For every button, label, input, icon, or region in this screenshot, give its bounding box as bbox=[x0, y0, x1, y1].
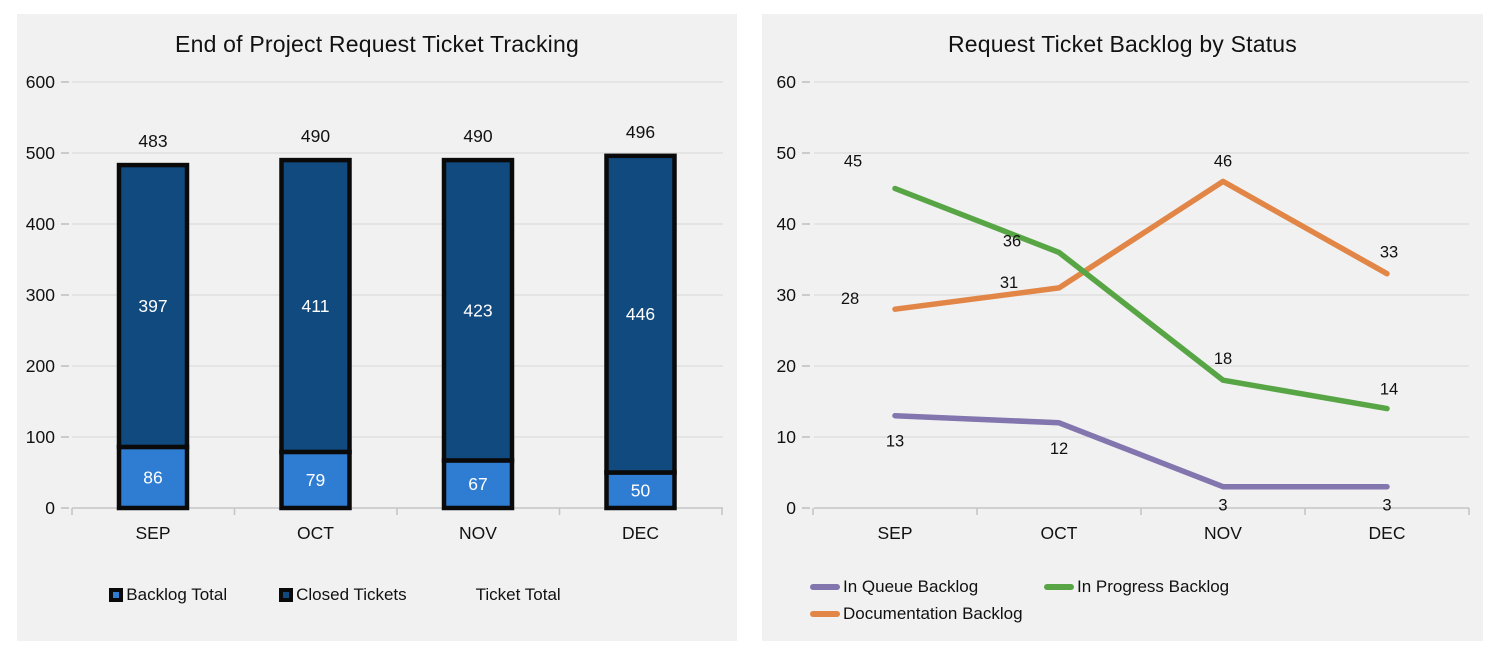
total-label: 496 bbox=[626, 122, 655, 142]
bar-segment-closed-tickets bbox=[279, 157, 352, 455]
bar-chart-legend: Backlog Total Closed Tickets Ticket Total bbox=[0, 585, 695, 605]
data-point-label: 28 bbox=[841, 290, 859, 308]
y-axis-label: 600 bbox=[26, 72, 55, 92]
x-axis-label: DEC bbox=[622, 523, 659, 543]
y-axis-label: 50 bbox=[777, 143, 797, 163]
x-axis-label: OCT bbox=[297, 523, 334, 543]
bar-chart-svg: 0 100 200 300 400 500 600 86 397 483 79 411 490 67 423… bbox=[26, 72, 723, 543]
line-chart-panel[interactable]: Request Ticket Backlog by Status 0 10 20 30… bbox=[762, 14, 1483, 641]
legend-label: In Progress Backlog bbox=[1077, 577, 1230, 596]
data-point-label: 12 bbox=[1050, 440, 1068, 458]
bar-segment-backlog-total bbox=[604, 470, 677, 511]
legend-label: Documentation Backlog bbox=[843, 604, 1023, 623]
y-axis-label: 0 bbox=[786, 498, 796, 518]
bar-segment-backlog-total bbox=[441, 458, 515, 511]
y-axis-label: 300 bbox=[26, 285, 55, 305]
bar-value-label: 397 bbox=[138, 296, 167, 316]
data-point-label: 18 bbox=[1214, 350, 1232, 368]
legend-item-closed-tickets: Closed Tickets bbox=[279, 585, 407, 605]
legend-square-icon bbox=[109, 588, 124, 602]
total-label: 490 bbox=[463, 126, 492, 146]
x-axis-label: SEP bbox=[877, 523, 912, 543]
chart-title: Request Ticket Backlog by Status bbox=[947, 31, 1298, 57]
bar-segment-backlog-total bbox=[279, 449, 352, 511]
y-axis-label: 30 bbox=[777, 285, 797, 305]
legend-square-icon bbox=[279, 588, 294, 602]
x-axis-label: DEC bbox=[1369, 523, 1406, 543]
y-axis-label: 400 bbox=[26, 214, 55, 234]
data-point-label: 33 bbox=[1380, 244, 1398, 262]
bar-segment-closed-tickets bbox=[116, 162, 190, 450]
y-axis-label: 60 bbox=[777, 72, 797, 92]
x-axis-label: OCT bbox=[1041, 523, 1078, 543]
bar-segment-closed-tickets bbox=[604, 153, 677, 475]
bar-chart-panel[interactable]: End of Project Request Ticket Tracking 0… bbox=[17, 14, 737, 641]
legend-item-backlog-total: Backlog Total bbox=[109, 585, 227, 605]
bar-value-label: 67 bbox=[468, 474, 487, 494]
line-in-progress-backlog bbox=[892, 185, 1390, 412]
legend-line-icon bbox=[1044, 584, 1074, 590]
bar-value-label: 446 bbox=[626, 304, 655, 324]
legend-line-icon bbox=[810, 584, 840, 590]
line-chart-legend: In Queue Backlog In Progress Backlog Docum… bbox=[810, 577, 1229, 624]
data-point-label: 13 bbox=[886, 433, 904, 451]
y-axis-label: 100 bbox=[26, 427, 55, 447]
bar-value-label: 411 bbox=[302, 296, 330, 316]
line-in-queue-backlog bbox=[892, 412, 1390, 490]
data-point-label: 36 bbox=[1003, 232, 1021, 250]
legend-item-in-progress-backlog: In Progress Backlog bbox=[1044, 577, 1229, 597]
total-label: 490 bbox=[301, 126, 330, 146]
total-label: 483 bbox=[138, 131, 167, 151]
y-axis-label: 40 bbox=[777, 214, 797, 234]
y-axis-label: 500 bbox=[26, 143, 55, 163]
bar-value-label: 50 bbox=[631, 480, 651, 500]
x-axis-label: NOV bbox=[1204, 523, 1242, 543]
legend-label: In Queue Backlog bbox=[843, 577, 979, 596]
y-axis-label: 0 bbox=[45, 498, 55, 518]
legend-marker-none bbox=[459, 588, 473, 602]
legend-item-ticket-total: Ticket Total bbox=[459, 585, 561, 605]
legend-item-in-queue-backlog: In Queue Backlog bbox=[810, 577, 1044, 597]
x-axis-label: NOV bbox=[459, 523, 497, 543]
bar-value-label: 423 bbox=[463, 300, 492, 320]
bar-value-label: 79 bbox=[306, 470, 325, 490]
y-axis-label: 10 bbox=[777, 427, 797, 447]
data-point-label: 14 bbox=[1380, 381, 1398, 399]
y-axis-label: 20 bbox=[777, 356, 797, 376]
legend-item-documentation-backlog: Documentation Backlog bbox=[810, 604, 1044, 624]
legend-label: Closed Tickets bbox=[296, 585, 407, 604]
data-point-label: 45 bbox=[844, 153, 862, 171]
legend-label: Ticket Total bbox=[475, 585, 561, 604]
y-axis-label: 200 bbox=[26, 356, 55, 376]
data-point-label: 31 bbox=[1000, 274, 1018, 292]
bar-segment-closed-tickets bbox=[441, 157, 515, 463]
data-point-label: 46 bbox=[1214, 152, 1232, 170]
x-axis-label: SEP bbox=[135, 523, 170, 543]
bar-value-label: 86 bbox=[143, 467, 162, 487]
data-point-label: 3 bbox=[1382, 497, 1391, 515]
legend-line-icon bbox=[810, 611, 840, 617]
data-point-label: 3 bbox=[1218, 497, 1227, 515]
legend-label: Backlog Total bbox=[126, 585, 228, 604]
chart-title: End of Project Request Ticket Tracking bbox=[175, 31, 579, 57]
line-documentation-backlog bbox=[892, 178, 1390, 312]
